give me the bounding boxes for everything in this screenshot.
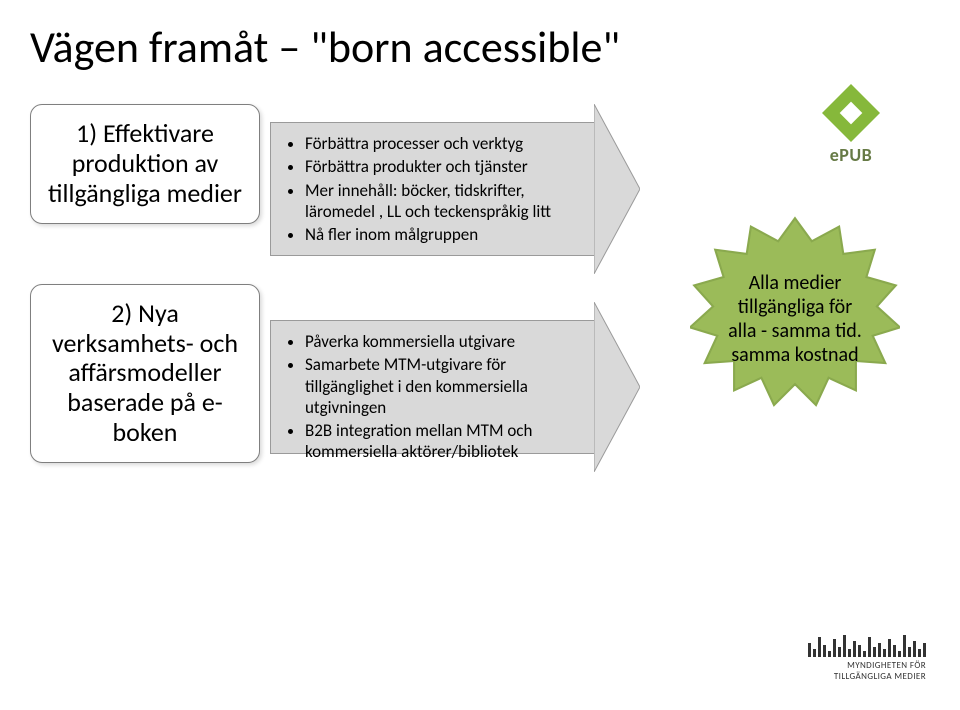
arrow1-bullet: Förbättra produkter och tjänster [305,156,588,177]
middle-column: Förbättra processer och verktyg Förbättr… [270,104,640,472]
left-box-1: 1) Effektivare produktion av tillgänglig… [30,104,260,224]
arrow2-bullet: Samarbete MTM-utgivare för tillgänglighe… [305,354,588,418]
mtm-logo-line2: TILLGÄNGLIGA MEDIER [834,671,926,682]
mtm-logo: MYNDIGHETEN FÖR TILLGÄNGLIGA MEDIER [776,631,926,682]
left-box-2: 2) Nya verksamhets- och affärsmodeller b… [30,284,260,463]
arrow-head-icon [594,104,640,274]
epub-logo: ePUB [822,84,880,166]
arrow-head-icon [594,302,640,472]
arrow-box-2: Påverka kommersiella utgivare Samarbete … [270,302,640,472]
page-title: Vägen framåt – "born accessible" [30,20,930,74]
mtm-logo-name: MYNDIGHETEN FÖR TILLGÄNGLIGA MEDIER [776,661,926,682]
arrow1-bullet: Nå fler inom målgruppen [305,224,588,245]
arrow1-bullet: Förbättra processer och verktyg [305,133,588,154]
epub-icon [822,84,880,142]
starburst: Alla medier tillgängliga för alla - samm… [690,214,900,424]
arrow-box-1: Förbättra processer och verktyg Förbättr… [270,104,640,274]
epub-label: ePUB [822,144,880,166]
content-row: 1) Effektivare produktion av tillgänglig… [30,104,930,472]
arrow2-bullet: Påverka kommersiella utgivare [305,331,588,352]
starburst-text: Alla medier tillgängliga för alla - samm… [690,214,900,424]
arrow1-bullet: Mer innehåll: böcker, tidskrifter, lärom… [305,180,588,223]
arrow-box-1-body: Förbättra processer och verktyg Förbättr… [270,122,596,256]
arrow-box-2-body: Påverka kommersiella utgivare Samarbete … [270,320,596,454]
mtm-logo-line1: MYNDIGHETEN FÖR [847,660,926,671]
left-column: 1) Effektivare produktion av tillgänglig… [30,104,260,463]
arrow2-bullet: B2B integration mellan MTM och kommersie… [305,420,588,463]
mtm-logo-bars-icon [776,631,926,657]
slide: Vägen framåt – "born accessible" 1) Effe… [0,0,960,710]
